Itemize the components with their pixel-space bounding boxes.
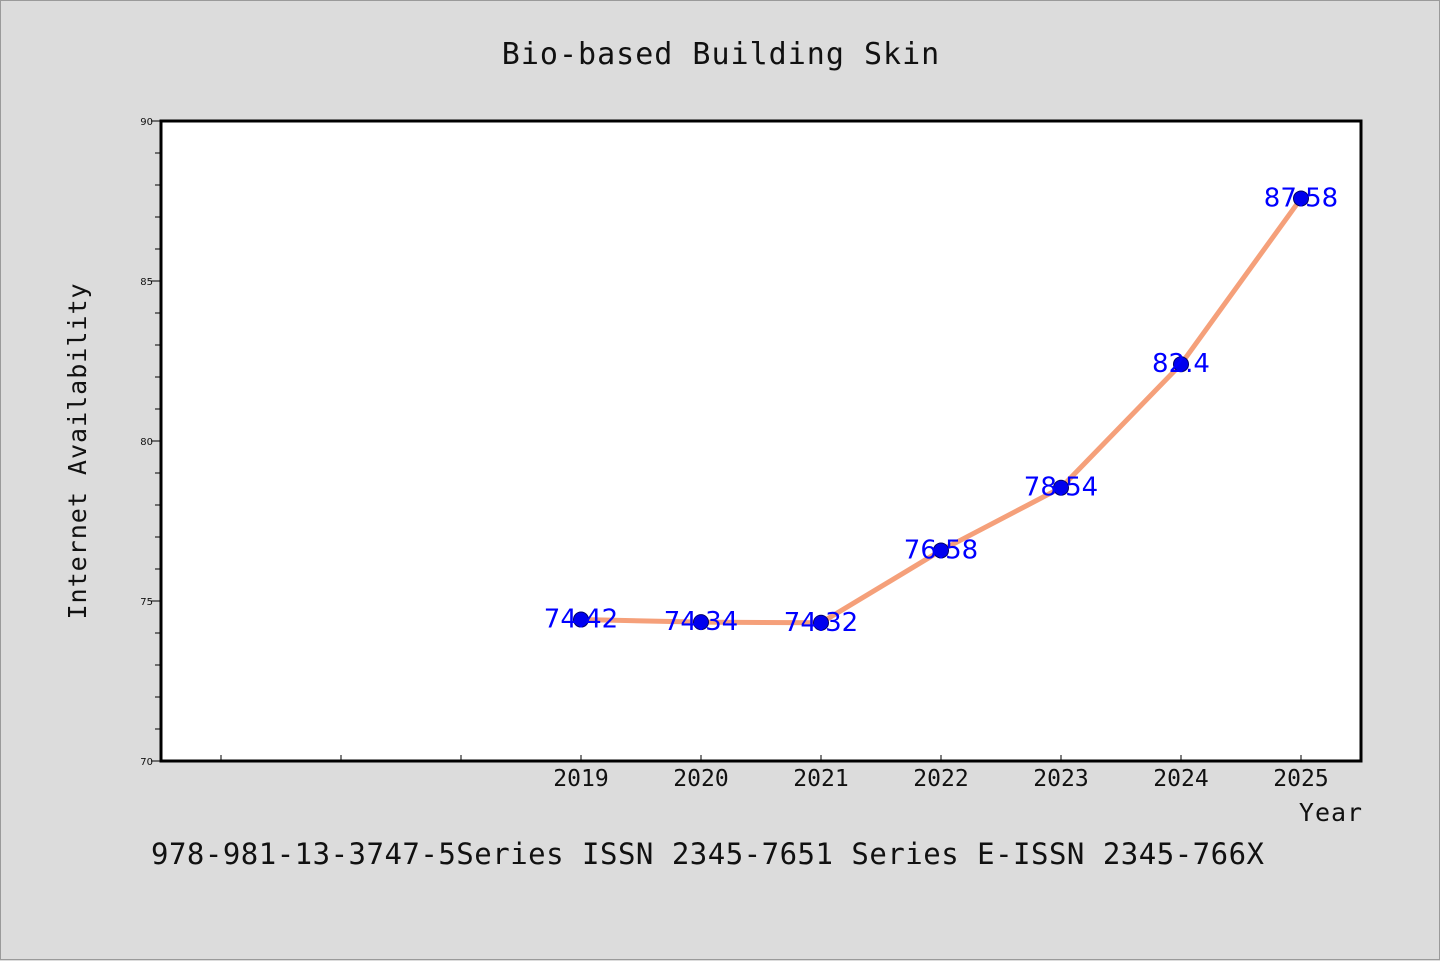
data-label: 74.32: [784, 608, 858, 638]
x-tick-label: 2020: [673, 766, 728, 792]
x-tick-label: 2024: [1153, 766, 1208, 792]
data-markers: [573, 190, 1309, 631]
data-point: [813, 614, 829, 631]
y-axis-label: Internet Availability: [63, 282, 92, 619]
data-label: 74.42: [544, 605, 618, 635]
data-point: [693, 614, 709, 631]
plot-border: [159, 119, 1363, 763]
y-tick-label: 90: [140, 117, 153, 128]
data-point: [1173, 356, 1189, 373]
data-point: [1053, 479, 1069, 496]
y-tick-label: 70: [140, 757, 153, 768]
y-tick-label: 75: [140, 597, 153, 608]
y-tick-label: 85: [140, 277, 153, 288]
data-point: [1293, 190, 1309, 207]
chart-title: Bio-based Building Skin: [502, 37, 940, 72]
x-axis: 2019 2020 2021 2022 2023 2024 2025: [220, 755, 1329, 792]
data-point: [933, 542, 949, 559]
footer-isbn-issn: 978-981-13-3747-5Series ISSN 2345-7651 S…: [151, 837, 1265, 871]
data-label: 87.58: [1264, 183, 1338, 213]
data-label: 82.4: [1152, 349, 1210, 379]
data-point: [573, 611, 589, 628]
data-label: 74.34: [664, 607, 738, 637]
y-tick-label: 80: [140, 437, 153, 448]
y-axis: 70 75 80 85 90: [140, 117, 161, 768]
x-tick-label: 2019: [553, 766, 608, 792]
x-tick-label: 2021: [793, 766, 848, 792]
plot-area: [161, 121, 1361, 761]
data-label: 76.58: [904, 535, 978, 565]
x-tick-label: 2025: [1273, 766, 1328, 792]
data-labels: 74.42 74.34 74.32 76.58 78.54 82.4 87.58: [544, 183, 1338, 637]
x-axis-label: Year: [1299, 798, 1363, 827]
x-tick-label: 2022: [913, 766, 968, 792]
data-label: 78.54: [1024, 473, 1098, 503]
x-tick-label: 2023: [1033, 766, 1088, 792]
